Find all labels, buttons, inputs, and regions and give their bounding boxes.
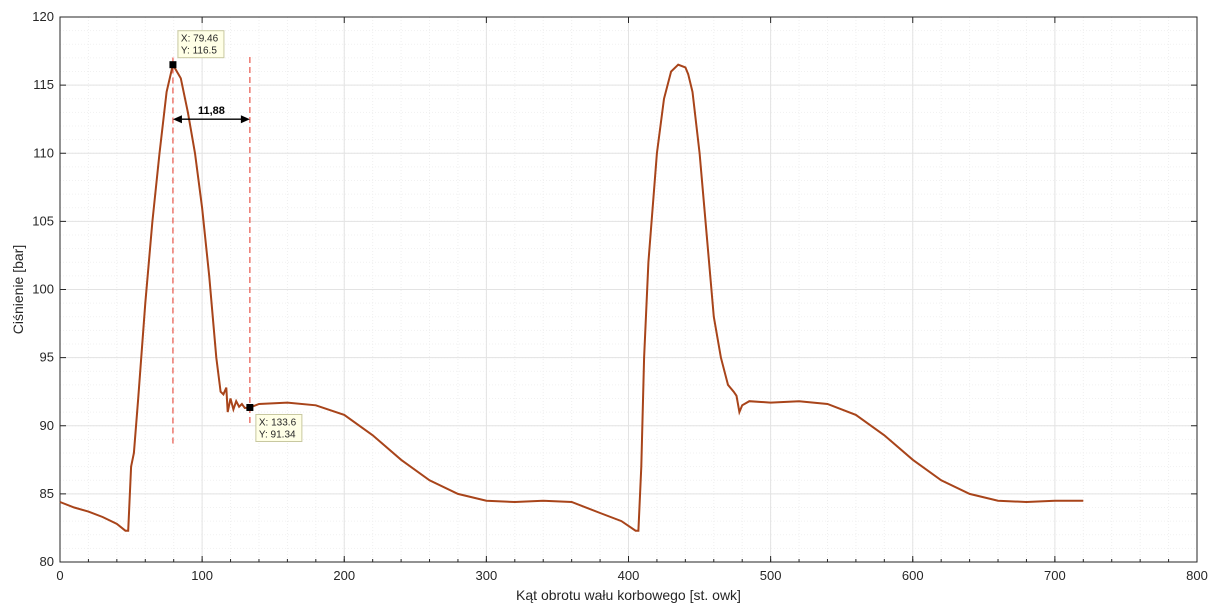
x-tick-label: 0 xyxy=(56,568,63,583)
dimension-arrow-right xyxy=(240,115,250,124)
dimension-label: 11,88 xyxy=(198,105,225,117)
datatip-marker xyxy=(169,61,177,69)
x-axis-title: Kąt obrotu wału korbowego [st. owk] xyxy=(516,587,741,603)
y-tick-label: 105 xyxy=(32,213,54,228)
y-tick-label: 100 xyxy=(32,282,54,297)
datatips: X: 79.46Y: 116.5 X: 133.6Y: 91.34 xyxy=(169,30,303,442)
y-tick-label: 115 xyxy=(33,77,54,92)
series-line xyxy=(59,62,1084,532)
x-tick-label: 500 xyxy=(760,568,782,583)
y-tick-label: 80 xyxy=(40,554,54,569)
grid xyxy=(59,16,1198,563)
tick-marks xyxy=(59,16,1198,563)
x-tick-label: 700 xyxy=(1044,568,1066,583)
y-tick-label: 95 xyxy=(40,350,54,365)
x-tick-label: 600 xyxy=(902,568,924,583)
x-tick-label: 100 xyxy=(191,568,213,583)
datatip-marker xyxy=(246,403,254,411)
dimension-arrow-left xyxy=(172,115,182,124)
x-tick-labels: 0 100 200 300 400 500 600 700 800 xyxy=(56,568,1207,583)
dimension-annotation: 11,88 xyxy=(172,105,250,124)
datatip-x-label: X: 79.46 xyxy=(181,34,219,45)
y-axis-title: Ciśnienie [bar] xyxy=(10,245,26,335)
y-tick-label: 110 xyxy=(33,145,54,160)
x-tick-label: 200 xyxy=(333,568,355,583)
datatip-box xyxy=(255,413,303,442)
y-tick-label: 90 xyxy=(40,418,54,433)
y-tick-label: 85 xyxy=(40,486,54,501)
datatip-box xyxy=(177,30,225,59)
x-tick-label: 400 xyxy=(618,568,640,583)
datatip-x-label: X: 133.6 xyxy=(259,417,297,428)
vertical-markers xyxy=(172,53,251,444)
x-tick-label: 300 xyxy=(476,568,498,583)
datatip-y-label: Y: 116.5 xyxy=(181,46,217,57)
x-tick-label: 800 xyxy=(1186,568,1208,583)
datatip-y-label: Y: 91.34 xyxy=(259,429,296,440)
y-tick-labels: 80 85 90 95 100 105 110 115 120 xyxy=(32,9,54,569)
y-tick-label: 120 xyxy=(32,9,54,24)
